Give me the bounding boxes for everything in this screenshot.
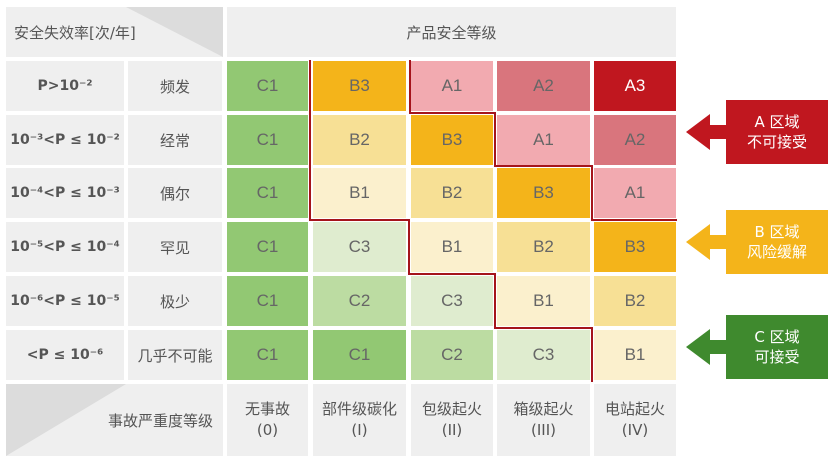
risk-cell: C1 — [313, 330, 406, 380]
top-title: 产品安全等级 — [227, 7, 676, 57]
risk-cell: A1 — [411, 61, 493, 111]
risk-cell: B2 — [411, 168, 493, 218]
zone-title: C 区域 — [754, 328, 800, 346]
risk-cell: B3 — [313, 61, 406, 111]
severity-code: (I) — [351, 421, 368, 439]
zone-desc: 风险缓解 — [746, 243, 807, 261]
arrow-left-icon — [686, 329, 728, 365]
severity-code: (IV) — [621, 421, 649, 439]
frequency-label: 极少 — [128, 276, 222, 326]
probability-label: <P ≤ 10⁻⁶ — [6, 330, 124, 380]
severity-name: 部件级碳化 — [321, 400, 397, 418]
bottom-corner-diagonal — [6, 384, 126, 456]
zone-title: A 区域 — [754, 113, 800, 131]
severity-code: (0) — [256, 421, 279, 439]
risk-cell: B1 — [594, 330, 676, 380]
frequency-label: 罕见 — [128, 222, 222, 272]
risk-cell: C1 — [227, 330, 308, 380]
severity-header: 箱级起火 (III) — [497, 384, 590, 456]
risk-cell: B1 — [497, 276, 590, 326]
risk-cell: B1 — [313, 168, 406, 218]
severity-name: 电站起火 — [604, 400, 665, 418]
corner-header: 安全失效率[次/年] — [6, 7, 223, 57]
risk-cell: C1 — [227, 168, 308, 218]
frequency-label: 几乎不可能 — [128, 330, 222, 380]
probability-label: 10⁻⁵<P ≤ 10⁻⁴ — [6, 222, 124, 272]
risk-cell: B3 — [411, 115, 493, 165]
zone-title: B 区域 — [754, 223, 800, 241]
bottom-corner: 事故严重度等级 — [6, 384, 223, 456]
severity-name: 包级起火 — [421, 400, 482, 418]
corner-label: 安全失效率[次/年] — [14, 23, 136, 42]
severity-name: 箱级起火 — [513, 400, 574, 418]
severity-name: 无事故 — [244, 400, 290, 418]
risk-cell: B2 — [594, 276, 676, 326]
risk-cell: C2 — [411, 330, 493, 380]
risk-cell: A3 — [594, 61, 676, 111]
severity-header: 部件级碳化 (I) — [313, 384, 406, 456]
risk-cell: B3 — [594, 222, 676, 272]
probability-label: 10⁻⁶<P ≤ 10⁻⁵ — [6, 276, 124, 326]
risk-cell: C1 — [227, 222, 308, 272]
frequency-label: 偶尔 — [128, 168, 222, 218]
risk-cell: C1 — [227, 276, 308, 326]
risk-cell: C2 — [313, 276, 406, 326]
severity-code: (II) — [441, 421, 463, 439]
risk-cell: A1 — [497, 115, 590, 165]
probability-label: P>10⁻² — [6, 61, 124, 111]
probability-label: 10⁻³<P ≤ 10⁻² — [6, 115, 124, 165]
risk-cell: C3 — [313, 222, 406, 272]
bottom-corner-label: 事故严重度等级 — [107, 411, 213, 430]
risk-cell: C3 — [411, 276, 493, 326]
risk-cell: C1 — [227, 61, 308, 111]
frequency-label: 频发 — [128, 61, 222, 111]
severity-code: (III) — [531, 421, 556, 439]
severity-header: 电站起火 (IV) — [594, 384, 676, 456]
arrow-left-icon — [686, 114, 728, 150]
corner-diagonal — [126, 7, 223, 57]
risk-cell: A2 — [594, 115, 676, 165]
zone-desc: 可接受 — [754, 348, 800, 366]
severity-header: 无事故 (0) — [227, 384, 308, 456]
risk-cell: B2 — [497, 222, 590, 272]
severity-header: 包级起火 (II) — [411, 384, 493, 456]
probability-label: 10⁻⁴<P ≤ 10⁻³ — [6, 168, 124, 218]
risk-cell: A2 — [497, 61, 590, 111]
risk-cell: B3 — [497, 168, 590, 218]
risk-cell: B1 — [411, 222, 493, 272]
risk-cell: C3 — [497, 330, 590, 380]
frequency-label: 经常 — [128, 115, 222, 165]
zone-desc: 不可接受 — [746, 133, 807, 151]
risk-cell: A1 — [594, 168, 676, 218]
arrow-left-icon — [686, 224, 728, 260]
risk-cell: B2 — [313, 115, 406, 165]
risk-cell: C1 — [227, 115, 308, 165]
